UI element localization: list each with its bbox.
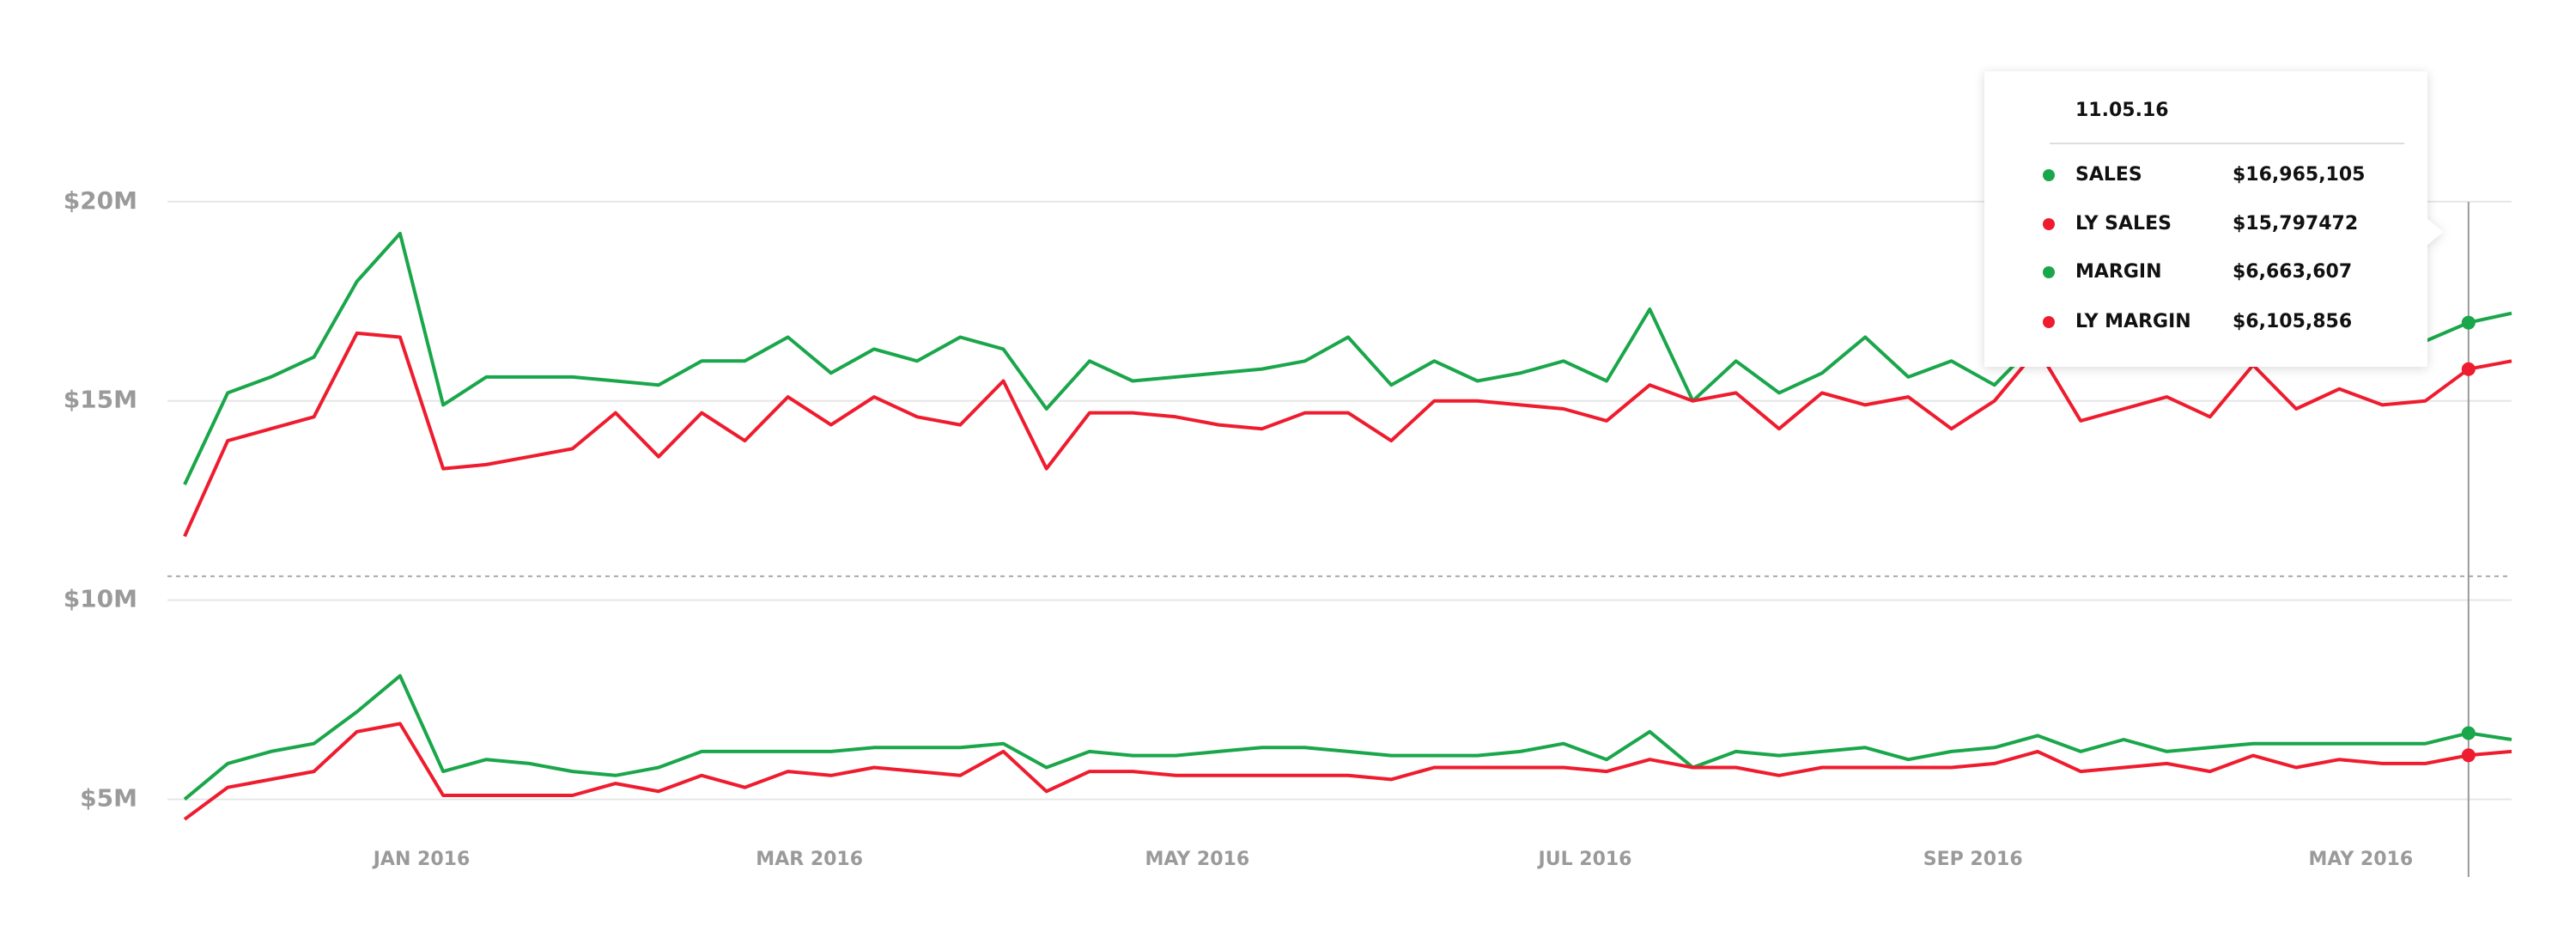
x-tick-label: MAR 2016 xyxy=(756,849,863,870)
series-line xyxy=(183,722,2512,821)
x-tick-label: JAN 2016 xyxy=(372,849,471,870)
x-tick-label: MAY 2016 xyxy=(2309,849,2414,870)
tooltip-series-name: LY SALES xyxy=(2075,213,2172,234)
x-tick-label: SEP 2016 xyxy=(1923,849,2023,870)
x-tick-label: JUL 2016 xyxy=(1537,849,1632,870)
y-tick-label: $20M xyxy=(64,186,137,215)
highlight-point xyxy=(2461,315,2476,330)
highlight-point xyxy=(2461,362,2476,376)
tooltip: 11.05.16 SALES $16,965,105 LY SALES $15,797… xyxy=(1984,71,2443,367)
x-tick-label: MAY 2016 xyxy=(1145,849,1250,870)
series-line xyxy=(183,673,2512,801)
tooltip-swatch xyxy=(2043,316,2055,328)
tooltip-series-name: SALES xyxy=(2075,164,2142,186)
tooltip-value: $15,797472 xyxy=(2233,213,2358,234)
highlight-point xyxy=(2461,748,2476,763)
tooltip-value: $6,663,607 xyxy=(2233,261,2352,283)
tooltip-value: $6,105,856 xyxy=(2233,311,2352,332)
y-tick-label: $15M xyxy=(64,386,137,414)
highlight-point xyxy=(2461,726,2476,740)
series-line xyxy=(183,331,2512,538)
tooltip-box xyxy=(1984,71,2443,367)
grid: $5M $10M $15M $20M JAN 2016 MAR 2016 MAY 2016 J… xyxy=(64,186,2512,870)
y-tick-label: $10M xyxy=(64,585,137,613)
tooltip-swatch xyxy=(2043,218,2055,230)
tooltip-swatch xyxy=(2043,266,2055,278)
tooltip-series-name: LY MARGIN xyxy=(2075,311,2191,332)
y-tick-label: $5M xyxy=(80,784,137,813)
tooltip-swatch xyxy=(2043,169,2055,181)
tooltip-title: 11.05.16 xyxy=(2075,100,2169,121)
tooltip-series-name: MARGIN xyxy=(2075,261,2162,283)
tooltip-value: $16,965,105 xyxy=(2233,164,2365,186)
